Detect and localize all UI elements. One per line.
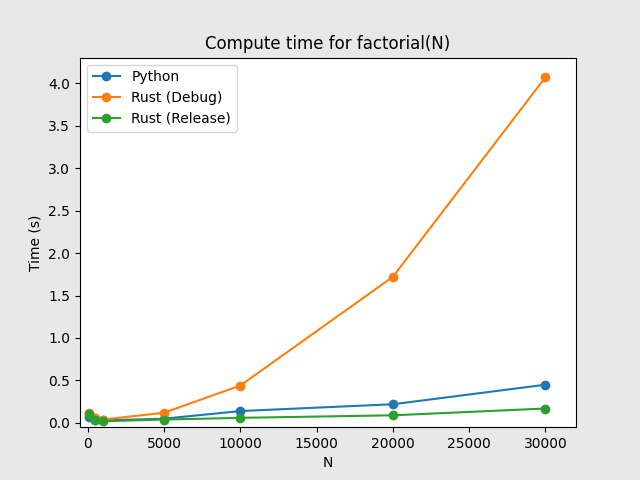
- Rust (Release): [389, 412, 397, 418]
- Rust (Debug): [85, 410, 93, 416]
- Python: [85, 414, 93, 420]
- Rust (Release): [541, 406, 549, 411]
- Rust (Debug): [541, 74, 549, 80]
- Rust (Debug): [236, 383, 244, 388]
- Python: [541, 382, 549, 387]
- Python: [160, 416, 168, 421]
- Python: [236, 408, 244, 414]
- Rust (Release): [85, 411, 93, 417]
- Rust (Release): [92, 417, 99, 422]
- Line: Rust (Debug): Rust (Debug): [85, 73, 550, 424]
- Rust (Debug): [160, 410, 168, 416]
- Python: [389, 401, 397, 407]
- Python: [99, 418, 107, 423]
- Line: Python: Python: [85, 381, 550, 425]
- Rust (Release): [99, 419, 107, 424]
- X-axis label: N: N: [323, 456, 333, 470]
- Rust (Debug): [99, 417, 107, 422]
- Rust (Release): [236, 415, 244, 421]
- Rust (Debug): [92, 415, 99, 421]
- Python: [92, 417, 99, 422]
- Title: Compute time for factorial(N): Compute time for factorial(N): [205, 35, 451, 53]
- Line: Rust (Release): Rust (Release): [85, 404, 550, 425]
- Legend: Python, Rust (Debug), Rust (Release): Python, Rust (Debug), Rust (Release): [87, 64, 237, 132]
- Rust (Release): [160, 417, 168, 422]
- Y-axis label: Time (s): Time (s): [29, 214, 43, 271]
- Rust (Debug): [389, 274, 397, 280]
